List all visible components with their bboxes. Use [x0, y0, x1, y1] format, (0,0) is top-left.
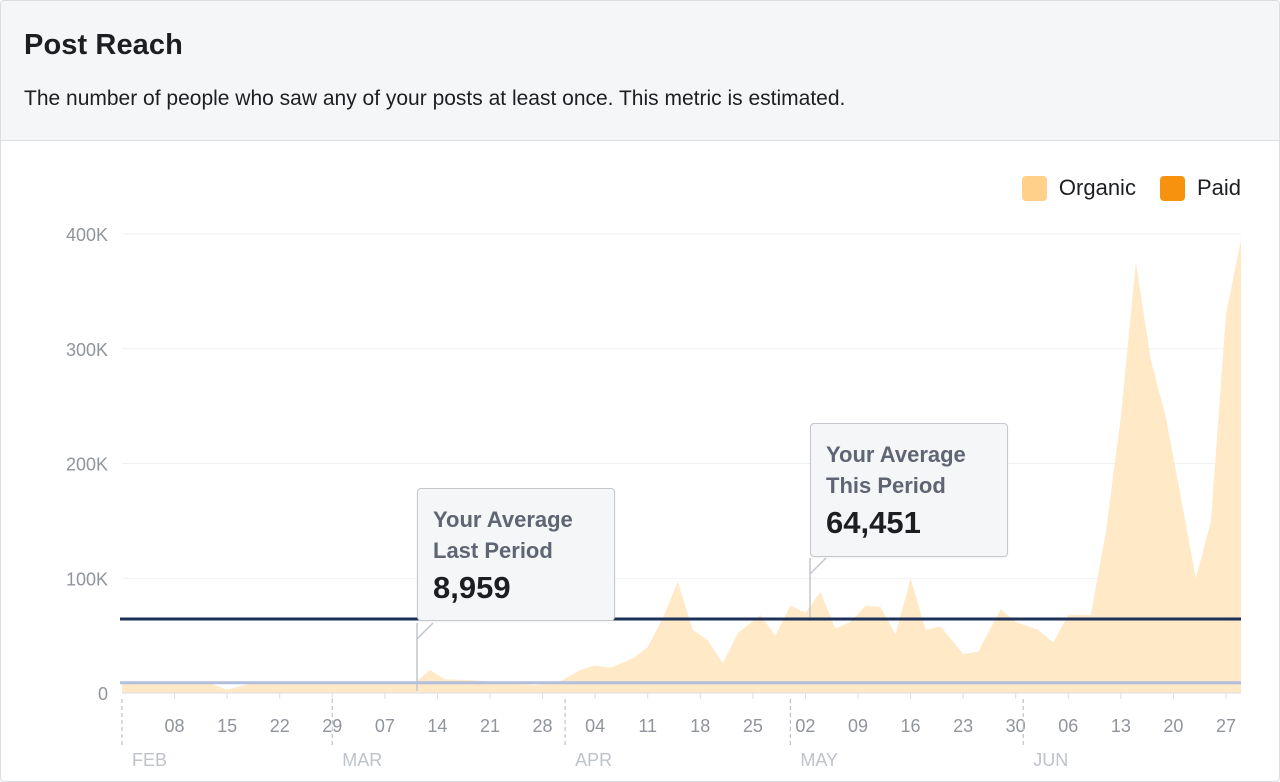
month-label: APR — [575, 750, 612, 770]
x-tick-label: 09 — [848, 716, 868, 736]
callout-this-period-label-1: Your Average — [826, 442, 966, 467]
x-tick-label: 21 — [480, 716, 500, 736]
callout-last-period[interactable]: Your Average Last Period 8,959 — [417, 488, 615, 621]
x-tick-label: 22 — [270, 716, 290, 736]
callout-last-period-label-1: Your Average — [433, 507, 573, 532]
legend-label-paid: Paid — [1196, 175, 1241, 200]
y-tick-label: 200K — [66, 455, 108, 475]
x-tick-label: 02 — [795, 716, 815, 736]
x-tick-label: 13 — [1111, 716, 1131, 736]
legend-label-organic: Organic — [1058, 175, 1136, 200]
y-tick-label: 400K — [66, 225, 108, 245]
x-tick-label: 18 — [690, 716, 710, 736]
legend-swatch-organic — [1021, 175, 1047, 201]
x-tick-label: 30 — [1006, 716, 1026, 736]
callout-this-period-pointer — [809, 557, 827, 621]
month-label: JUN — [1033, 750, 1068, 770]
chart-legend: Organic Paid — [998, 175, 1241, 201]
x-tick-label: 15 — [217, 716, 237, 736]
legend-item-paid[interactable]: Paid — [1159, 175, 1241, 201]
x-tick-label: 20 — [1163, 716, 1183, 736]
x-tick-label: 08 — [165, 716, 185, 736]
x-tick-label: 14 — [427, 716, 447, 736]
x-tick-label: 29 — [322, 716, 342, 736]
callout-last-period-value: 8,959 — [433, 570, 511, 605]
card-header: Post Reach The number of people who saw … — [1, 1, 1279, 141]
legend-swatch-paid — [1159, 175, 1185, 201]
callout-last-period-label-2: Last Period — [433, 538, 553, 563]
x-tick-label: 25 — [743, 716, 763, 736]
card-title: Post Reach — [24, 29, 183, 61]
callout-this-period-label-2: This Period — [826, 473, 946, 498]
legend-item-organic[interactable]: Organic — [1021, 175, 1136, 201]
card-description: The number of people who saw any of your… — [24, 87, 846, 110]
y-tick-label: 0 — [98, 684, 108, 704]
x-tick-label: 27 — [1216, 716, 1236, 736]
callout-this-period-value: 64,451 — [826, 505, 921, 540]
month-label: MAR — [342, 750, 382, 770]
x-tick-label: 06 — [1058, 716, 1078, 736]
x-tick-label: 04 — [585, 716, 605, 736]
callout-last-period-pointer — [416, 622, 434, 691]
x-tick-label: 16 — [901, 716, 921, 736]
callout-this-period[interactable]: Your Average This Period 64,451 — [810, 423, 1008, 557]
x-tick-label: 23 — [953, 716, 973, 736]
x-tick-label: 28 — [533, 716, 553, 736]
x-tick-label: 07 — [375, 716, 395, 736]
organic-area — [122, 239, 1241, 693]
x-tick-label: 11 — [638, 716, 657, 736]
month-label: MAY — [800, 750, 838, 770]
y-tick-label: 300K — [66, 340, 108, 360]
y-tick-label: 100K — [66, 569, 108, 589]
month-label: FEB — [132, 750, 167, 770]
